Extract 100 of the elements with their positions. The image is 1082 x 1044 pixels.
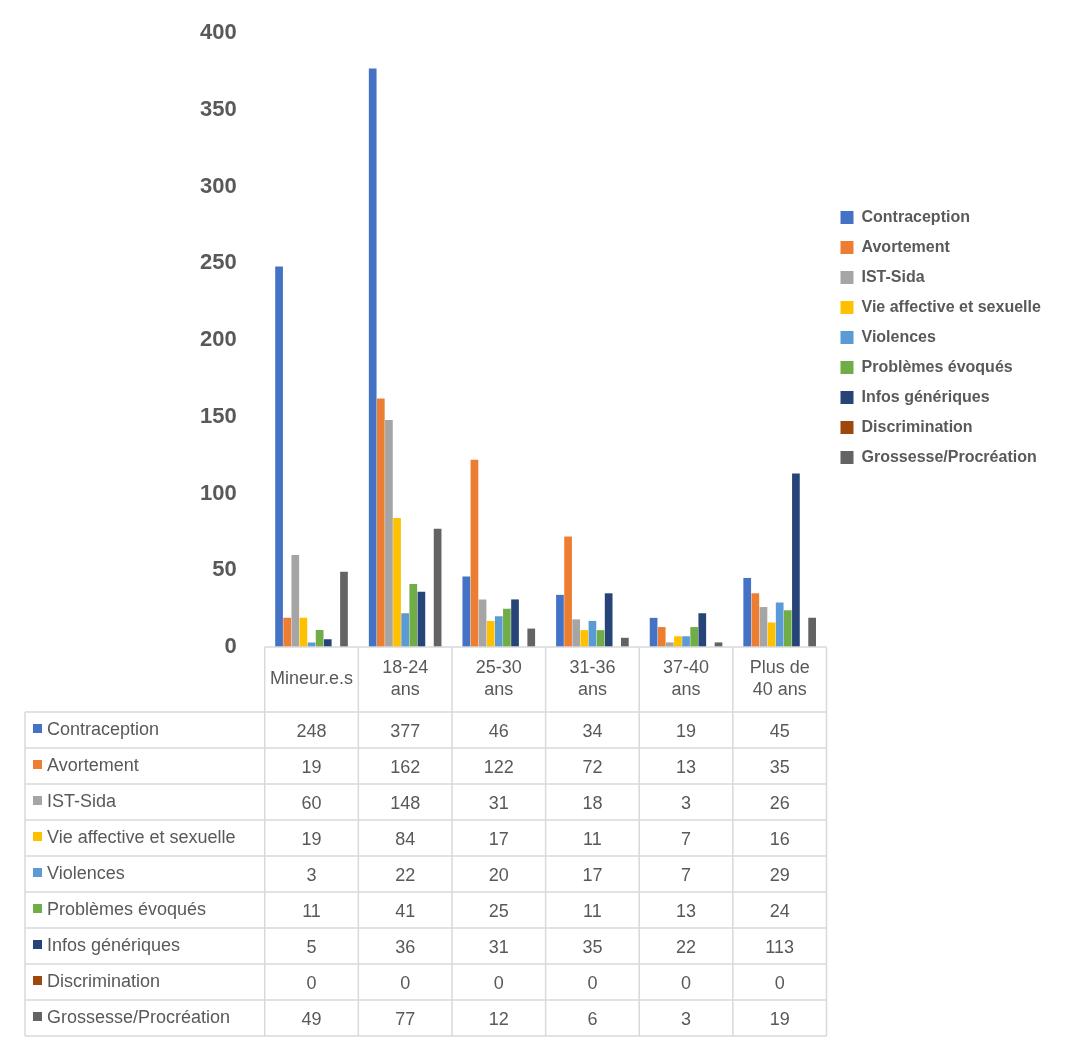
y-tick-label: 250 [199, 249, 237, 275]
y-tick-label: 200 [199, 326, 237, 352]
legend-label: Avortement [861, 237, 951, 255]
data-label: 122 [483, 756, 514, 777]
x-tick-label: 31-36 ans [569, 657, 616, 700]
bar [564, 536, 572, 647]
bar [808, 617, 816, 647]
data-label: 31 [488, 792, 509, 813]
bar [323, 639, 332, 647]
text: Violences [47, 862, 125, 883]
bar [283, 617, 292, 647]
data-label: 77 [395, 1008, 416, 1029]
legend-label: Grossesse/Procréation [861, 447, 1037, 465]
bar [433, 528, 442, 647]
x-tick-label: 37-40 ans [663, 657, 710, 700]
bar [783, 610, 792, 647]
data-label: 18 [582, 792, 603, 813]
data-label: 19 [769, 1008, 790, 1029]
data-label: 113 [765, 936, 795, 957]
text: Vie affective et sexuelle [861, 297, 1041, 315]
legend-label: Vie affective et sexuelle [47, 826, 236, 847]
data-label: 17 [582, 864, 603, 885]
data-label: 3 [681, 1008, 692, 1029]
data-label: 46 [488, 720, 509, 741]
data-label: 35 [582, 936, 603, 957]
text: Discrimination [47, 970, 161, 991]
data-label: 0 [774, 972, 785, 993]
data-label: 11 [302, 900, 321, 921]
bar [657, 627, 666, 647]
data-label: 0 [493, 972, 504, 993]
data-label: 248 [296, 720, 327, 741]
data-label: 25 [488, 900, 509, 921]
data-label: 0 [400, 972, 411, 993]
y-tick-label: 400 [199, 19, 237, 45]
text: Contraception [47, 718, 160, 739]
x-tick-label: Mineur.e.s [270, 668, 354, 689]
bar [275, 266, 283, 647]
legend-label: Violences [861, 327, 937, 345]
bar [486, 620, 495, 647]
bar [674, 636, 682, 647]
data-label: 19 [301, 756, 322, 777]
bar [621, 637, 629, 647]
bar [743, 577, 752, 647]
data-label: 6 [587, 1008, 598, 1029]
bar [368, 68, 377, 647]
data-label: 34 [582, 720, 603, 741]
legend-label: Problèmes évoqués [861, 357, 1013, 375]
data-label: 26 [769, 792, 790, 813]
legend-label: Discrimination [861, 417, 973, 435]
data-label: 162 [390, 756, 421, 777]
data-label: 31 [488, 936, 509, 957]
data-label: 24 [769, 900, 790, 921]
bar [580, 630, 589, 647]
bar [527, 628, 536, 647]
bar [376, 398, 385, 647]
data-label: 12 [488, 1008, 509, 1029]
legend-label: Contraception [861, 207, 970, 225]
x-tick-label: 25-30 ans [475, 657, 522, 700]
data-label: 13 [676, 756, 697, 777]
data-label: 3 [306, 864, 317, 885]
bar [556, 594, 564, 647]
data-label: 36 [395, 936, 416, 957]
data-label: 45 [769, 720, 790, 741]
data-label: 3 [681, 792, 692, 813]
data-label: 11 [583, 900, 602, 921]
data-label: 5 [306, 936, 317, 957]
bar [291, 554, 300, 647]
data-label: 41 [395, 900, 416, 921]
bar [682, 636, 690, 647]
data-label: 22 [676, 936, 697, 957]
data-label: 7 [681, 864, 692, 885]
bar [511, 599, 519, 647]
bar [792, 473, 800, 647]
data-label: 60 [301, 792, 322, 813]
data-label: 148 [390, 792, 421, 813]
bar [462, 576, 471, 647]
x-tick-label: 18-24 ans [382, 657, 429, 700]
bar [340, 571, 348, 647]
bar [409, 584, 418, 647]
bar [698, 613, 707, 647]
y-tick-label: 100 [199, 479, 237, 505]
legend-label: IST-Sida [861, 267, 925, 285]
data-label: 84 [395, 828, 416, 849]
bar [494, 616, 503, 647]
bar [503, 608, 511, 647]
text: Grossesse/Procréation [47, 1006, 231, 1027]
bar [478, 599, 487, 647]
data-label: 11 [583, 828, 602, 849]
legend-label: Infos génériques [861, 387, 990, 405]
x-tick-label: Plus de 40 ans [749, 657, 810, 700]
bar [665, 642, 674, 647]
y-tick-label: 50 [212, 556, 237, 582]
bar [470, 459, 479, 647]
data-label: 20 [488, 864, 509, 885]
data-label: 0 [587, 972, 598, 993]
text: Problèmes évoqués [47, 898, 207, 919]
y-tick-label: 300 [199, 172, 237, 198]
bar [690, 627, 699, 647]
data-label: 13 [676, 900, 697, 921]
text: Infos génériques [47, 934, 181, 955]
